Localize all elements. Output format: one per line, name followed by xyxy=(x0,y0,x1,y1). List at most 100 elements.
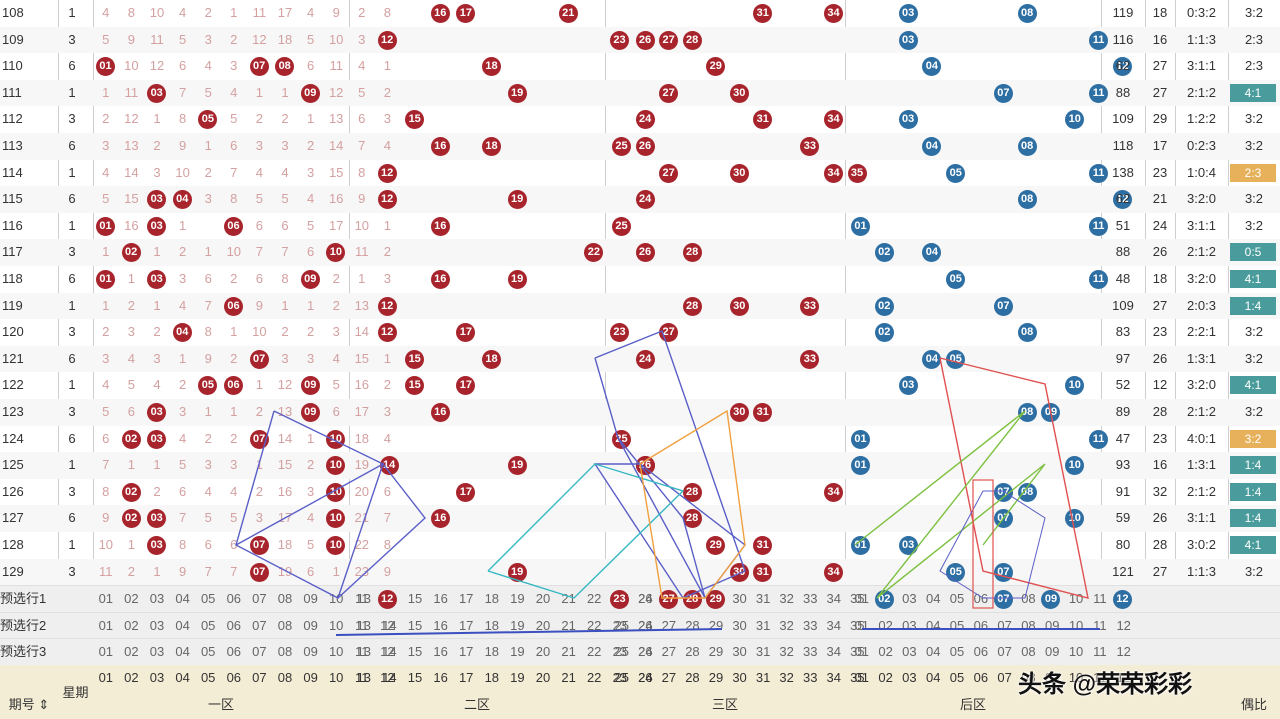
pick-number[interactable]: 34 xyxy=(826,617,841,633)
pick-number[interactable]: 02 xyxy=(124,591,139,607)
pick-number[interactable]: 34 xyxy=(826,591,841,607)
pick-back-number[interactable]: 05 xyxy=(949,644,965,660)
pick-number[interactable]: 20 xyxy=(535,644,551,660)
pick-number[interactable]: 23 xyxy=(612,644,628,660)
pick-number[interactable]: 27 xyxy=(661,644,677,660)
pick-number[interactable]: 09 xyxy=(303,591,318,607)
pick-number[interactable]: 26 xyxy=(638,644,653,660)
pick-number[interactable]: 19 xyxy=(510,617,525,633)
pick-number[interactable]: 29 xyxy=(708,644,724,660)
pick-number[interactable]: 03 xyxy=(149,617,165,633)
pick-number[interactable]: 18 xyxy=(484,591,500,607)
pick-row[interactable]: 预选行1010203040506070809101112131415161718… xyxy=(0,585,1280,613)
pick-number[interactable]: 16 xyxy=(433,591,448,607)
pick-back-number[interactable]: 02 xyxy=(878,617,893,633)
col-issue-label[interactable]: 期号 ⇕ xyxy=(8,697,50,712)
pick-number[interactable]: 02 xyxy=(124,617,139,633)
pick-number[interactable]: 03 xyxy=(149,591,165,607)
pick-number[interactable]: 17 xyxy=(458,617,474,633)
pick-number[interactable]: 06 xyxy=(226,591,242,607)
pick-number[interactable]: 05 xyxy=(200,644,216,660)
pick-number[interactable]: 08 xyxy=(277,644,293,660)
pick-back-number[interactable]: 05 xyxy=(949,591,965,607)
pick-number[interactable]: 33 xyxy=(802,591,818,607)
pick-back-number[interactable]: 11 xyxy=(1093,591,1107,607)
pick-number[interactable]: 32 xyxy=(779,644,794,660)
pick-number[interactable]: 24 xyxy=(638,644,653,660)
pick-number[interactable]: 31 xyxy=(755,591,771,607)
pick-number[interactable]: 06 xyxy=(226,617,242,633)
pick-number[interactable]: 04 xyxy=(175,591,190,607)
pick-back-number[interactable]: 08 xyxy=(1021,617,1036,633)
pick-number[interactable]: 15 xyxy=(407,617,423,633)
pick-number[interactable]: 13 xyxy=(356,591,372,607)
pick-number[interactable]: 13 xyxy=(356,617,372,633)
pick-number[interactable]: 09 xyxy=(303,617,318,633)
pick-number[interactable]: 10 xyxy=(328,644,344,660)
pick-number[interactable]: 14 xyxy=(382,617,397,633)
pick-back-number[interactable]: 10 xyxy=(1068,644,1084,660)
pick-back-number[interactable]: 12 xyxy=(1116,644,1131,660)
pick-number[interactable]: 05 xyxy=(200,617,216,633)
pick-number[interactable]: 31 xyxy=(755,617,771,633)
pick-number[interactable]: 19 xyxy=(510,591,525,607)
pick-number[interactable]: 26 xyxy=(638,591,653,607)
pick-number[interactable]: 15 xyxy=(407,644,423,660)
pick-number[interactable]: 30 xyxy=(732,644,747,660)
pick-number[interactable]: 18 xyxy=(484,617,500,633)
pick-number[interactable]: 32 xyxy=(779,591,794,607)
pick-number[interactable]: 07 xyxy=(252,617,267,633)
pick-back-number[interactable]: 04 xyxy=(925,617,941,633)
pick-number[interactable]: 19 xyxy=(510,644,525,660)
picked-red-ball[interactable]: 12 xyxy=(377,590,397,610)
picked-blue-ball[interactable]: 07 xyxy=(993,590,1013,610)
pick-number[interactable]: 30 xyxy=(732,617,747,633)
pick-number[interactable]: 21 xyxy=(561,644,576,660)
pick-number[interactable]: 01 xyxy=(98,617,114,633)
pick-number[interactable]: 17 xyxy=(458,591,474,607)
pick-number[interactable]: 07 xyxy=(252,644,267,660)
pick-number[interactable]: 01 xyxy=(98,591,114,607)
pick-number[interactable]: 20 xyxy=(535,617,551,633)
pick-back-number[interactable]: 01 xyxy=(854,617,870,633)
pick-number[interactable]: 14 xyxy=(382,644,397,660)
pick-back-number[interactable]: 02 xyxy=(878,644,893,660)
pick-back-number[interactable]: 10 xyxy=(1068,617,1084,633)
pick-number[interactable]: 04 xyxy=(175,617,190,633)
pick-back-number[interactable]: 05 xyxy=(949,617,965,633)
picked-blue-ball[interactable]: 12 xyxy=(1112,590,1132,610)
pick-row[interactable]: 预选行2 01 02 03 04 05 06 07 08 09 10 11 12 13 14 15 16 17 18… xyxy=(0,611,1280,640)
pick-back-number[interactable]: 03 xyxy=(902,591,917,607)
pick-back-number[interactable]: 01 xyxy=(854,591,870,607)
pick-back-number[interactable]: 11 xyxy=(1093,617,1107,633)
pick-number[interactable]: 12 xyxy=(380,644,395,660)
pick-back-number[interactable]: 09 xyxy=(1045,644,1060,660)
pick-back-number[interactable]: 04 xyxy=(925,644,941,660)
pick-back-number[interactable]: 09 xyxy=(1045,617,1060,633)
pick-number[interactable]: 28 xyxy=(685,644,700,660)
pick-number[interactable]: 08 xyxy=(277,591,293,607)
pick-number[interactable]: 27 xyxy=(661,617,677,633)
pick-back-number[interactable]: 10 xyxy=(1068,591,1084,607)
pick-number[interactable]: 08 xyxy=(277,617,293,633)
pick-number[interactable]: 25 xyxy=(614,617,630,633)
pick-number[interactable]: 16 xyxy=(433,644,448,660)
pick-back-number[interactable]: 06 xyxy=(973,617,989,633)
pick-number[interactable]: 31 xyxy=(755,644,771,660)
pick-number[interactable]: 17 xyxy=(458,644,474,660)
pick-number[interactable]: 22 xyxy=(586,644,602,660)
picked-blue-ball[interactable]: 02 xyxy=(874,590,894,610)
pick-back-number[interactable]: 07 xyxy=(997,644,1012,660)
pick-number[interactable]: 21 xyxy=(561,617,576,633)
pick-back-number[interactable]: 11 xyxy=(1093,644,1107,660)
pick-number[interactable]: 21 xyxy=(561,591,576,607)
pick-back-number[interactable]: 04 xyxy=(925,591,941,607)
pick-number[interactable]: 06 xyxy=(226,644,242,660)
picked-red-ball[interactable]: 28 xyxy=(682,590,702,610)
pick-number[interactable]: 05 xyxy=(200,591,216,607)
pick-number[interactable]: 13 xyxy=(356,644,372,660)
pick-number[interactable]: 10 xyxy=(328,591,344,607)
pick-number[interactable]: 22 xyxy=(586,617,602,633)
pick-back-number[interactable]: 12 xyxy=(1116,617,1131,633)
pick-number[interactable]: 33 xyxy=(802,617,818,633)
